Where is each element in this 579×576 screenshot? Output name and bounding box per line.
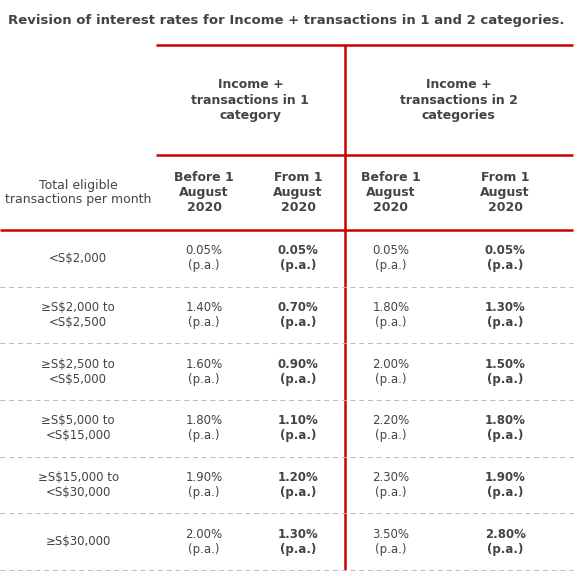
Text: (p.a.): (p.a.) bbox=[487, 543, 523, 555]
Text: 0.05%: 0.05% bbox=[372, 244, 409, 257]
Text: (p.a.): (p.a.) bbox=[188, 316, 220, 329]
Text: (p.a.): (p.a.) bbox=[280, 373, 316, 385]
Text: (p.a.): (p.a.) bbox=[375, 373, 406, 385]
Text: Before 1
August
2020: Before 1 August 2020 bbox=[174, 171, 234, 214]
Text: (p.a.): (p.a.) bbox=[188, 486, 220, 499]
Text: ≥S$2,500 to
<S$5,000: ≥S$2,500 to <S$5,000 bbox=[41, 358, 115, 386]
Text: 0.70%: 0.70% bbox=[278, 301, 318, 314]
Text: Revision of interest rates for Income + transactions in 1 and 2 categories.: Revision of interest rates for Income + … bbox=[8, 14, 565, 27]
Text: ≥S$5,000 to
<S$15,000: ≥S$5,000 to <S$15,000 bbox=[41, 414, 115, 442]
Text: (p.a.): (p.a.) bbox=[280, 486, 316, 499]
Text: 2.30%: 2.30% bbox=[372, 471, 409, 484]
Text: Income +
transactions in 2
categories: Income + transactions in 2 categories bbox=[400, 78, 518, 122]
Text: (p.a.): (p.a.) bbox=[280, 316, 316, 329]
Text: 0.05%: 0.05% bbox=[485, 244, 526, 257]
Text: (p.a.): (p.a.) bbox=[280, 543, 316, 555]
Text: (p.a.): (p.a.) bbox=[487, 373, 523, 385]
Text: 1.80%: 1.80% bbox=[372, 301, 409, 314]
Text: ≥S$30,000: ≥S$30,000 bbox=[46, 535, 111, 548]
Text: ≥S$15,000 to
<S$30,000: ≥S$15,000 to <S$30,000 bbox=[38, 471, 119, 499]
Text: 1.80%: 1.80% bbox=[485, 415, 526, 427]
Text: 1.90%: 1.90% bbox=[185, 471, 223, 484]
Text: 0.05%: 0.05% bbox=[186, 244, 222, 257]
Text: (p.a.): (p.a.) bbox=[280, 259, 316, 272]
Text: From 1
August
2020: From 1 August 2020 bbox=[273, 171, 323, 214]
Text: (p.a.): (p.a.) bbox=[280, 429, 316, 442]
Text: (p.a.): (p.a.) bbox=[375, 486, 406, 499]
Text: ≥S$2,000 to
<S$2,500: ≥S$2,000 to <S$2,500 bbox=[41, 301, 115, 329]
Text: (p.a.): (p.a.) bbox=[487, 316, 523, 329]
Text: (p.a.): (p.a.) bbox=[188, 543, 220, 555]
Text: (p.a.): (p.a.) bbox=[487, 486, 523, 499]
Text: (p.a.): (p.a.) bbox=[188, 429, 220, 442]
Text: Total eligible
transactions per month: Total eligible transactions per month bbox=[5, 179, 151, 207]
Text: (p.a.): (p.a.) bbox=[375, 259, 406, 272]
Text: (p.a.): (p.a.) bbox=[375, 429, 406, 442]
Text: 2.00%: 2.00% bbox=[185, 528, 223, 541]
Text: Before 1
August
2020: Before 1 August 2020 bbox=[361, 171, 421, 214]
Text: 1.80%: 1.80% bbox=[185, 415, 223, 427]
Text: (p.a.): (p.a.) bbox=[188, 259, 220, 272]
Text: 0.90%: 0.90% bbox=[278, 358, 318, 371]
Text: <S$2,000: <S$2,000 bbox=[49, 252, 107, 265]
Text: (p.a.): (p.a.) bbox=[375, 316, 406, 329]
Text: 1.50%: 1.50% bbox=[485, 358, 526, 371]
Text: 1.40%: 1.40% bbox=[185, 301, 223, 314]
Text: (p.a.): (p.a.) bbox=[487, 259, 523, 272]
Text: 2.20%: 2.20% bbox=[372, 415, 409, 427]
Text: 1.10%: 1.10% bbox=[278, 415, 318, 427]
Text: 1.90%: 1.90% bbox=[485, 471, 526, 484]
Text: 3.50%: 3.50% bbox=[372, 528, 409, 541]
Text: 1.60%: 1.60% bbox=[185, 358, 223, 371]
Text: 2.00%: 2.00% bbox=[372, 358, 409, 371]
Text: 1.30%: 1.30% bbox=[485, 301, 526, 314]
Text: 1.20%: 1.20% bbox=[278, 471, 318, 484]
Text: 0.05%: 0.05% bbox=[278, 244, 318, 257]
Text: Income +
transactions in 1
category: Income + transactions in 1 category bbox=[192, 78, 309, 122]
Text: (p.a.): (p.a.) bbox=[487, 429, 523, 442]
Text: (p.a.): (p.a.) bbox=[188, 373, 220, 385]
Text: (p.a.): (p.a.) bbox=[375, 543, 406, 555]
Text: From 1
August
2020: From 1 August 2020 bbox=[481, 171, 530, 214]
Text: 2.80%: 2.80% bbox=[485, 528, 526, 541]
Text: 1.30%: 1.30% bbox=[278, 528, 318, 541]
